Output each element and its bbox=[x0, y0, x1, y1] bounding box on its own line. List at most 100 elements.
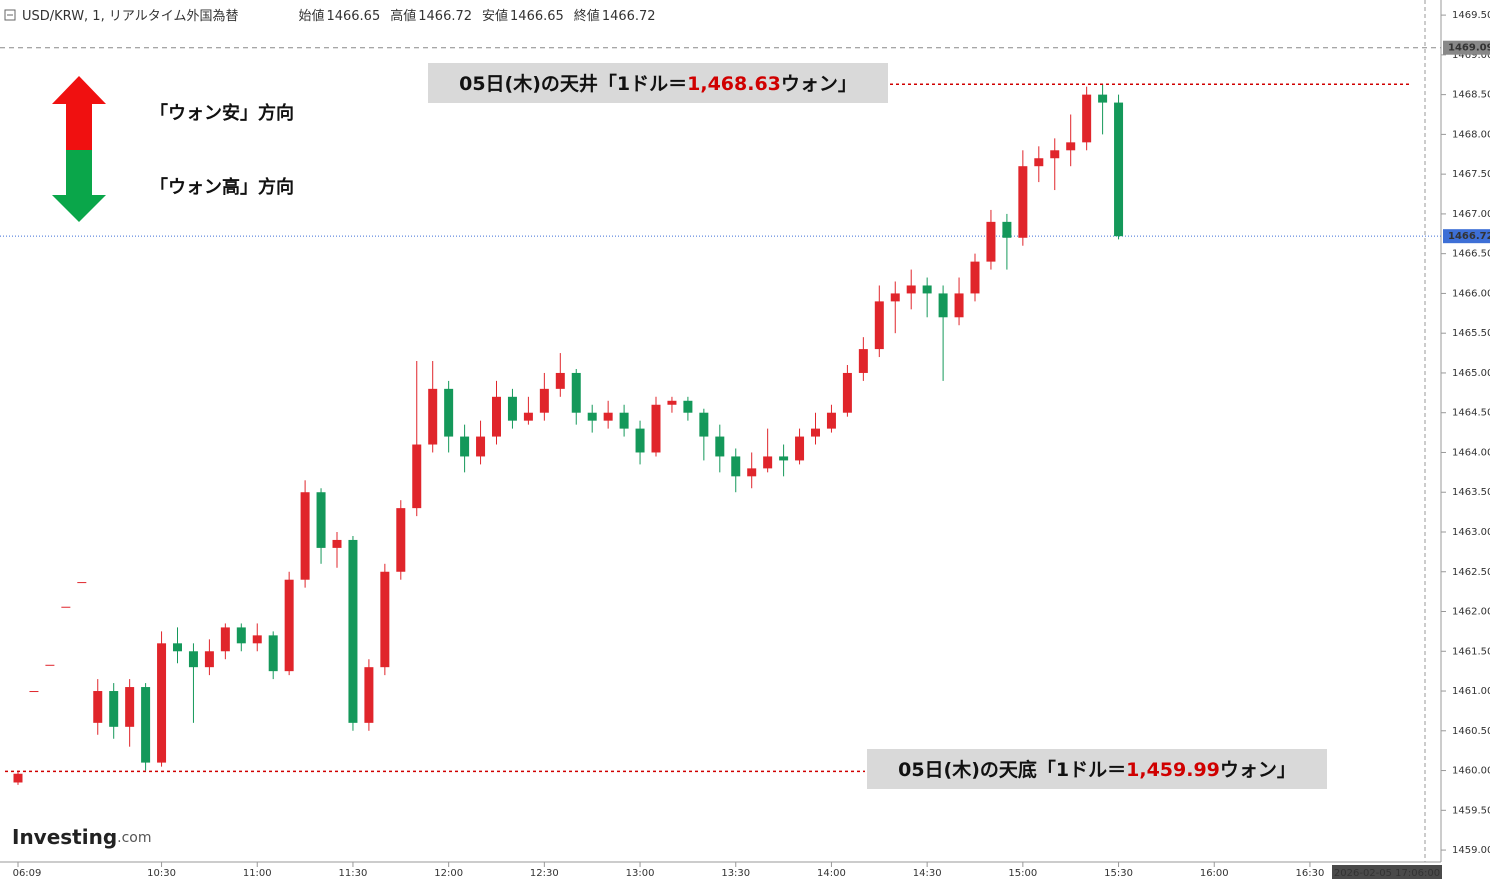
x-tick-label: 13:30 bbox=[721, 868, 750, 879]
x-tick-label: 13:00 bbox=[626, 868, 655, 879]
candle-body bbox=[938, 293, 948, 318]
y-tick-label: 1462.50 bbox=[1452, 567, 1490, 578]
candle-body bbox=[811, 428, 820, 437]
candle-body bbox=[747, 468, 757, 477]
logo-suffix: .com bbox=[117, 830, 151, 846]
candle-body bbox=[715, 436, 725, 457]
annotation-suffix: ウォン」 bbox=[1220, 759, 1296, 781]
up-arrow bbox=[52, 76, 106, 150]
x-tick-label: 11:30 bbox=[339, 868, 368, 879]
candle-body bbox=[460, 436, 470, 457]
y-tick-label: 1465.50 bbox=[1452, 328, 1490, 339]
x-tick-label: 14:30 bbox=[913, 868, 942, 879]
header-field-label: 安値 bbox=[482, 8, 508, 24]
y-tick-label: 1459.00 bbox=[1452, 845, 1490, 856]
candle-body bbox=[364, 667, 374, 723]
candle-body bbox=[1018, 166, 1028, 238]
logo: Investing.com bbox=[12, 825, 152, 849]
candle-body bbox=[763, 456, 773, 469]
candle-body bbox=[300, 492, 310, 580]
candle-body bbox=[61, 606, 71, 608]
candle-body bbox=[332, 539, 342, 548]
candle-body bbox=[507, 396, 517, 421]
x-tick-label: 15:00 bbox=[1008, 868, 1037, 879]
candle-body bbox=[77, 582, 87, 584]
candle-body bbox=[428, 388, 438, 445]
annotation-box bbox=[428, 63, 888, 103]
candle-body bbox=[173, 643, 182, 652]
candle-body bbox=[1082, 94, 1092, 143]
y-tick-label: 1465.00 bbox=[1452, 368, 1490, 379]
candle-body bbox=[109, 691, 119, 727]
axes bbox=[0, 0, 1442, 863]
collapse-icon[interactable] bbox=[4, 9, 16, 21]
header-title: USD/KRW, 1, リアルタイム外国為替 bbox=[22, 8, 238, 24]
candle-body bbox=[619, 412, 629, 429]
candle-body bbox=[1098, 94, 1108, 103]
candle-body bbox=[779, 456, 789, 461]
annotation-value: 1,459.99 bbox=[1126, 759, 1220, 781]
candle-body bbox=[635, 428, 645, 453]
y-tick-label: 1466.00 bbox=[1452, 288, 1490, 299]
candle-body bbox=[348, 539, 358, 723]
y-tick-label: 1463.50 bbox=[1452, 487, 1490, 498]
candle-body bbox=[922, 285, 932, 294]
y-tick-label: 1467.00 bbox=[1452, 209, 1490, 220]
candle-body bbox=[45, 664, 55, 666]
legend-strong: 「ウォン高」方向 bbox=[150, 176, 294, 198]
header-field-value: 1466.65 bbox=[510, 9, 564, 24]
candle-body bbox=[1066, 142, 1076, 151]
annotation-value: 1,468.63 bbox=[687, 73, 781, 95]
header-field-value: 1466.65 bbox=[326, 9, 380, 24]
header-field-value: 1466.72 bbox=[418, 9, 472, 24]
candle-body bbox=[699, 412, 709, 437]
timestamp: 2026-02-05 17:06:00 bbox=[1334, 868, 1440, 879]
x-tick-label: 16:00 bbox=[1200, 868, 1229, 879]
candle-body bbox=[157, 643, 167, 763]
x-tick-label: 06:09 bbox=[13, 868, 42, 879]
candle-body bbox=[236, 627, 246, 644]
candle-body bbox=[890, 293, 900, 302]
annotation-suffix: ウォン」 bbox=[781, 73, 857, 95]
candle-body bbox=[906, 285, 916, 294]
y-tick-label: 1459.50 bbox=[1452, 805, 1490, 816]
x-tick-label: 10:30 bbox=[147, 868, 176, 879]
candle-body bbox=[188, 651, 198, 668]
y-tick-label: 1460.00 bbox=[1452, 766, 1490, 777]
price-tag bbox=[1443, 229, 1490, 244]
candle-body bbox=[954, 293, 964, 318]
header-field-value: 1466.72 bbox=[602, 9, 656, 24]
candle-body bbox=[1034, 158, 1044, 167]
price-tag-label: 1466.72 bbox=[1448, 231, 1490, 242]
y-tick-label: 1464.00 bbox=[1452, 447, 1490, 458]
logo-main: Investing bbox=[12, 825, 117, 849]
candle-body bbox=[858, 349, 868, 373]
x-tick-label: 14:00 bbox=[817, 868, 846, 879]
candle-body bbox=[141, 687, 151, 763]
candle-body bbox=[731, 456, 741, 477]
x-tick-label: 12:00 bbox=[434, 868, 463, 879]
y-tick-label: 1467.50 bbox=[1452, 169, 1490, 180]
candle-body bbox=[986, 221, 996, 262]
candle-body bbox=[970, 261, 980, 294]
candle-body bbox=[476, 436, 486, 457]
annotation-text: 05日(木)の天井「1ドル＝1,468.63ウォン」 bbox=[459, 72, 857, 95]
legend-weak: 「ウォン安」方向 bbox=[150, 102, 294, 124]
candle-body bbox=[1050, 150, 1060, 159]
candle-body bbox=[204, 651, 214, 668]
candle-body bbox=[523, 412, 533, 421]
candle-body bbox=[13, 773, 23, 783]
y-tick-label: 1468.50 bbox=[1452, 90, 1490, 101]
candle-body bbox=[444, 388, 454, 437]
annotation-prefix: 05日(木)の天井「1ドル＝ bbox=[459, 72, 687, 95]
candle-body bbox=[651, 404, 661, 453]
candle-body bbox=[571, 372, 581, 413]
candle-body bbox=[555, 372, 565, 389]
candle-body bbox=[412, 444, 422, 509]
candle-body bbox=[1002, 221, 1012, 238]
header-field-label: 始値 bbox=[298, 8, 324, 24]
y-tick-label: 1463.00 bbox=[1452, 527, 1490, 538]
candle-body bbox=[667, 400, 677, 405]
